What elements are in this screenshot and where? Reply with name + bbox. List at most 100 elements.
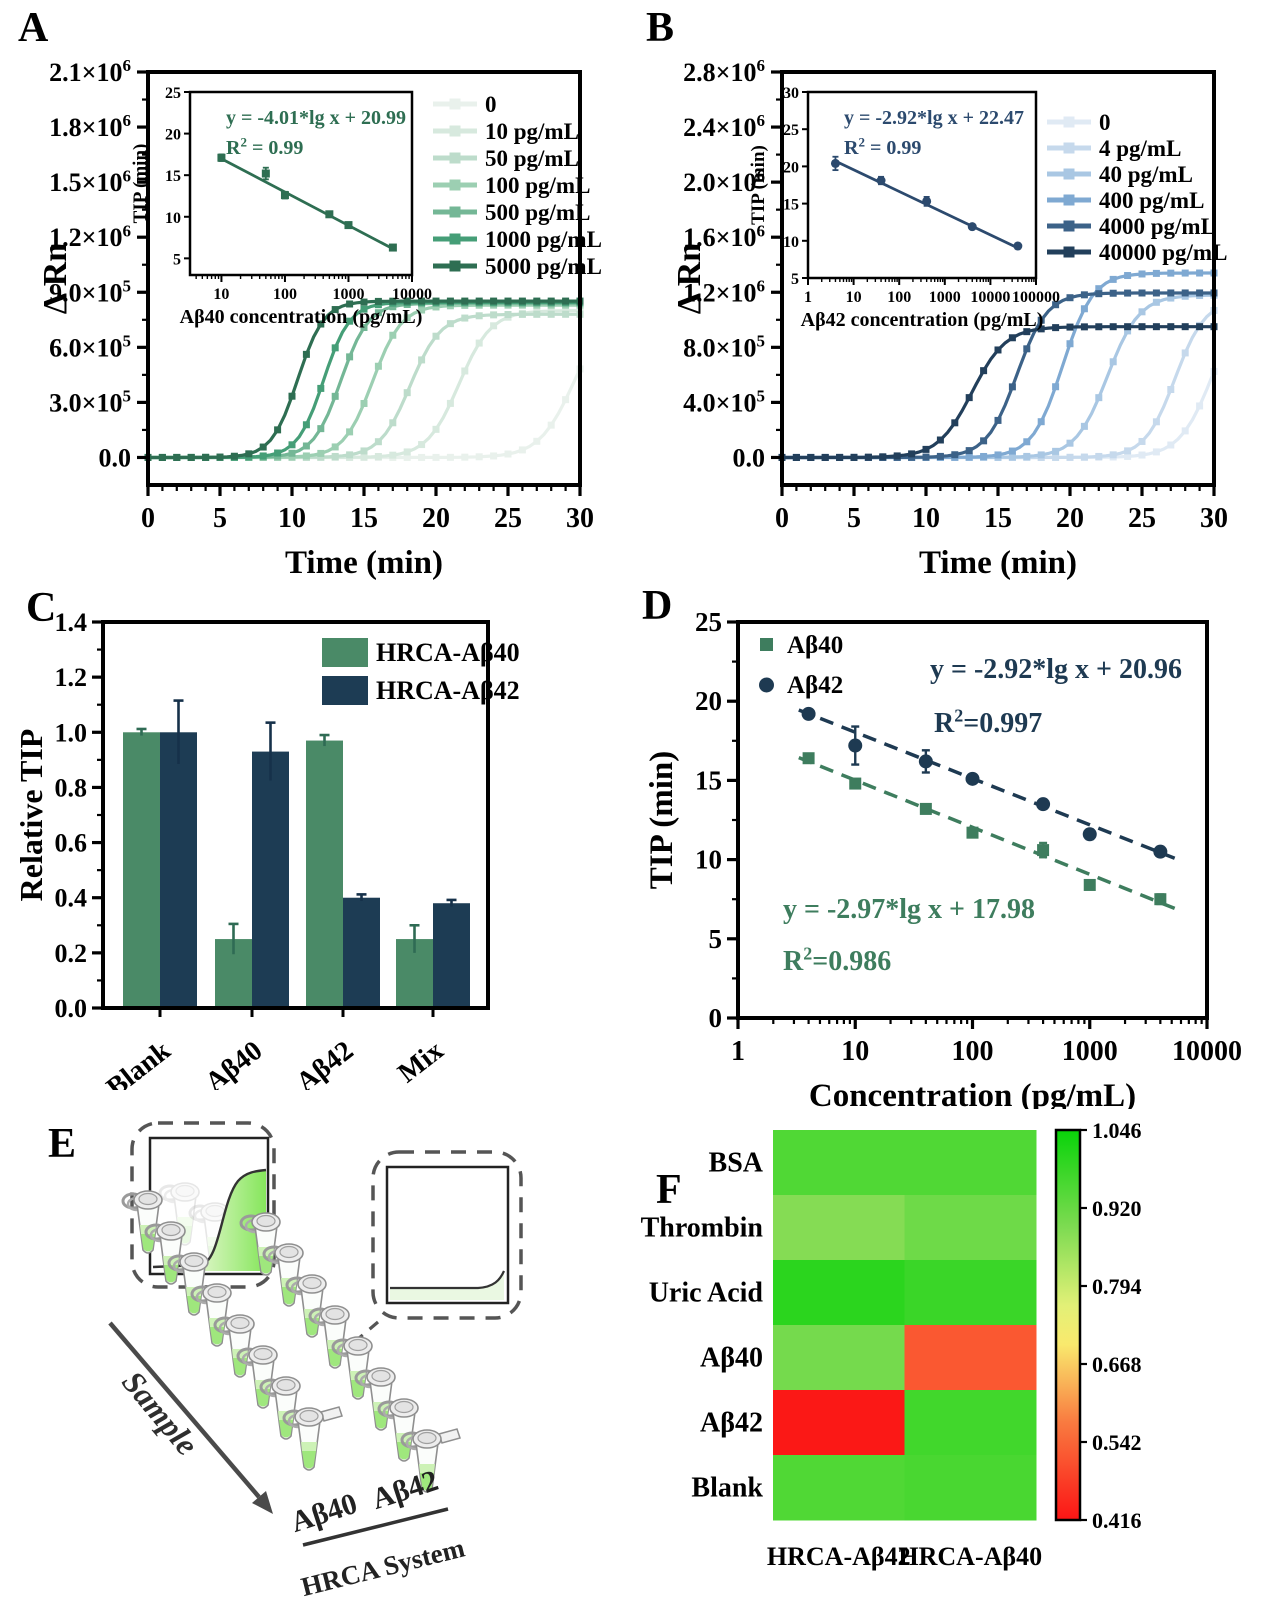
sigmoid-amplification-curve <box>152 1168 267 1269</box>
svg-text:5000 pg/mL: 5000 pg/mL <box>485 254 602 279</box>
y-axis: 0.0 4.0×105​ 8.0×105​ 1.2×106​ 1.6×106​ 2.0×1… <box>683 56 782 472</box>
svg-text:15: 15 <box>783 197 799 214</box>
svg-text:1.2×106​: 1.2×106​ <box>683 276 765 307</box>
y-axis: 0.0 0.2 0.4 0.6 0.8 1.0 1.2 1.4 <box>55 608 103 1023</box>
svg-text:5: 5 <box>709 924 723 954</box>
flat-area <box>390 1271 504 1300</box>
svg-text:30: 30 <box>783 85 799 102</box>
svg-text:10000: 10000 <box>392 286 432 303</box>
svg-text:y = -2.97*lg x + 17.98: y = -2.97*lg x + 17.98 <box>783 894 1035 925</box>
inset-fit-line <box>220 157 394 250</box>
svg-text:25: 25 <box>165 85 181 102</box>
pcr-tube-icon <box>213 1314 255 1378</box>
bars <box>123 699 470 1008</box>
svg-text:0.2: 0.2 <box>55 939 88 968</box>
panel-a-letter: A <box>18 5 49 51</box>
svg-text:2.4×106​: 2.4×106​ <box>683 111 765 142</box>
svg-text:10: 10 <box>165 210 181 227</box>
svg-text:0.920: 0.920 <box>1092 1196 1142 1221</box>
svg-text:1000: 1000 <box>929 289 961 306</box>
svg-text:0.794: 0.794 <box>1092 1274 1142 1299</box>
svg-text:10: 10 <box>213 286 229 303</box>
panel-b-letter: B <box>646 5 675 51</box>
series-Aβ42 <box>798 706 1176 860</box>
svg-text:5: 5 <box>173 251 181 268</box>
colorbar: 1.046 0.920 0.794 0.668 0.542 0.416 <box>1054 1118 1142 1533</box>
svg-text:y = -2.92*lg x + 20.96: y = -2.92*lg x + 20.96 <box>930 654 1182 685</box>
svg-text:BSA: BSA <box>709 1148 764 1179</box>
plot-D: 0 5 10 15 20 25 1 10 100 1000 10000 Concentration (… <box>644 607 1242 1109</box>
svg-text:25: 25 <box>494 503 522 534</box>
pcr-tube-icon <box>239 1212 281 1276</box>
heatmap-cell <box>904 1260 1037 1326</box>
heatmap-cell <box>904 1325 1037 1391</box>
heatmap-cells <box>773 1130 1037 1521</box>
svg-text:15: 15 <box>350 503 378 534</box>
bar <box>306 740 343 1008</box>
svg-text:20: 20 <box>165 127 181 144</box>
svg-text:4.0×105​: 4.0×105​ <box>683 387 765 418</box>
x-axis: 1 10 100 1000 10000 <box>731 1018 1242 1067</box>
svg-text:Aβ42: Aβ42 <box>787 672 843 699</box>
svg-text:10: 10 <box>695 845 722 875</box>
svg-text:0.6: 0.6 <box>55 829 88 858</box>
sigmoid-area <box>153 1170 266 1271</box>
heatmap-cell <box>904 1455 1037 1521</box>
svg-text:10: 10 <box>783 234 799 251</box>
svg-text:1.4: 1.4 <box>55 608 88 637</box>
panel-d-chart: 0 5 10 15 20 25 1 10 100 1000 10000 Concentration (… <box>644 607 1242 1109</box>
svg-text:0.542: 0.542 <box>1092 1430 1142 1455</box>
svg-text:1.6×106​: 1.6×106​ <box>683 221 765 252</box>
pcr-tube-icon <box>400 1428 461 1493</box>
svg-text:Time (min): Time (min) <box>919 545 1077 581</box>
x-axis: Blank Aβ40 Aβ42 Mix <box>101 1008 449 1090</box>
svg-text:0.4: 0.4 <box>55 884 88 913</box>
panel-d-tip-calibration-scatter: D 0 5 10 15 20 25 1 10 100 1000 10000 Concentration… <box>634 560 1267 1109</box>
svg-text:HRCA System: HRCA System <box>298 1532 468 1602</box>
inset-calibration: 5 10 15 20 25 30 1 10 100 1000 10000 100000 Aβ42 con… <box>748 85 1060 331</box>
heatmap-cell <box>904 1195 1037 1261</box>
arrowhead-icon <box>252 1491 273 1514</box>
panel-f-letter: F <box>656 1167 682 1213</box>
svg-text:100 pg/mL: 100 pg/mL <box>485 173 590 198</box>
negative-signal-callout <box>350 1150 523 1346</box>
heatmap-cell <box>904 1390 1037 1456</box>
panel-e-tube-strip-diagram: E Sample Aβ40 Aβ42 HRCA System <box>0 1080 633 1609</box>
svg-text:TIP (min): TIP (min) <box>130 144 151 224</box>
pcr-tube-icon <box>308 1305 350 1369</box>
bar <box>433 903 470 1008</box>
svg-text:R2 = 0.99: R2 = 0.99 <box>226 134 303 159</box>
svg-text:TIP (min): TIP (min) <box>748 145 769 225</box>
svg-text:5: 5 <box>213 503 227 534</box>
svg-text:0.0: 0.0 <box>733 443 766 472</box>
svg-text:2.0×106​: 2.0×106​ <box>683 166 765 197</box>
svg-text:Uric Acid: Uric Acid <box>649 1278 764 1309</box>
svg-text:Aβ40 concentration (pg/mL): Aβ40 concentration (pg/mL) <box>180 306 423 328</box>
svg-text:10 pg/mL: 10 pg/mL <box>485 119 579 144</box>
heatmap-cell <box>773 1260 905 1326</box>
svg-text:5: 5 <box>847 503 861 534</box>
panel-b-chart: 0.0 4.0×105​ 8.0×105​ 1.2×106​ 1.6×106​ 2.0×1… <box>671 56 1228 581</box>
svg-text:Aβ42: Aβ42 <box>700 1408 763 1439</box>
heatmap-cell <box>904 1130 1037 1196</box>
svg-text:10000: 10000 <box>970 289 1010 306</box>
svg-text:6.0×105​: 6.0×105​ <box>49 331 131 362</box>
svg-text:1.8×106​: 1.8×106​ <box>49 111 131 142</box>
panel-a-chart: 0.0 3.0×105​ 6.0×105​ 9.0×105​ 1.2×106​ 1.5×1… <box>37 56 602 581</box>
svg-text:Relative TIP: Relative TIP <box>13 729 49 902</box>
svg-text:4 pg/mL: 4 pg/mL <box>1099 136 1181 161</box>
pcr-tube-icon <box>285 1274 327 1338</box>
plot-B: 0.0 4.0×105​ 8.0×105​ 1.2×106​ 1.6×106​ 2.0×1… <box>671 56 1228 581</box>
svg-text:Concentration (pg/mL): Concentration (pg/mL) <box>809 1078 1136 1109</box>
svg-text:0.8: 0.8 <box>55 773 88 802</box>
svg-text:10: 10 <box>846 289 862 306</box>
svg-text:100: 100 <box>887 289 911 306</box>
svg-text:1000 pg/mL: 1000 pg/mL <box>485 227 602 252</box>
svg-text:Time (min): Time (min) <box>285 545 443 581</box>
svg-text:30: 30 <box>1200 503 1228 534</box>
svg-text:1: 1 <box>804 289 812 306</box>
heatmap-cell <box>773 1325 905 1391</box>
